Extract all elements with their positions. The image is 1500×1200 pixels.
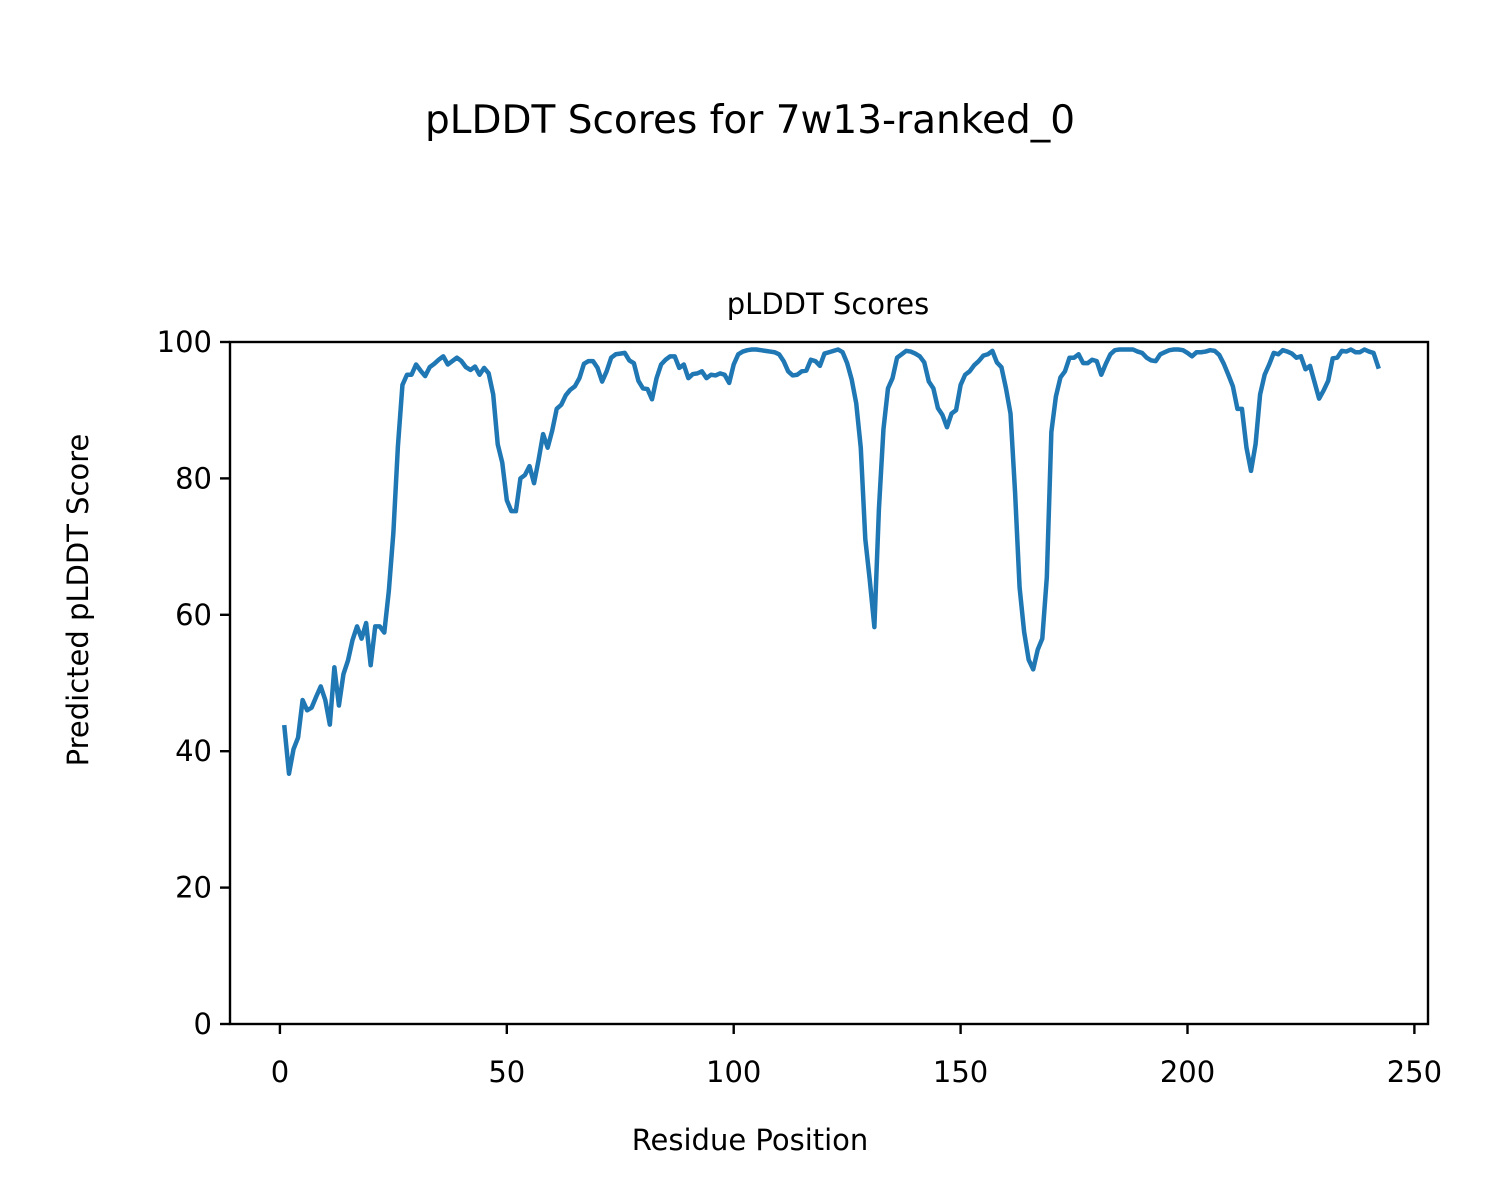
- y-tick-label: 60: [175, 598, 212, 632]
- figure-suptitle: pLDDT Scores for 7w13-ranked_0: [425, 98, 1075, 143]
- y-tick-label: 80: [175, 461, 212, 495]
- x-tick-label: 200: [1160, 1055, 1215, 1089]
- y-axis: 0 20 40 60 80 100: [157, 325, 230, 1041]
- y-tick-label: 20: [175, 871, 212, 905]
- plot-frame: [228, 340, 1430, 1026]
- plddt-series-line: [281, 347, 1381, 776]
- x-axis: 0 50 100 150 200 250: [271, 1024, 1442, 1089]
- y-tick-label: 100: [157, 325, 212, 359]
- y-tick-label: 0: [194, 1007, 212, 1041]
- x-tick-label: 100: [706, 1055, 761, 1089]
- x-tick-label: 250: [1387, 1055, 1442, 1089]
- x-tick-label: 150: [933, 1055, 988, 1089]
- x-tick-label: 0: [271, 1055, 289, 1089]
- axes-title: pLDDT Scores: [727, 287, 930, 321]
- y-axis-label: Predicted pLDDT Score: [61, 434, 95, 767]
- x-tick-label: 50: [488, 1055, 525, 1089]
- y-tick-label: 40: [175, 734, 212, 768]
- x-axis-label: Residue Position: [632, 1123, 869, 1157]
